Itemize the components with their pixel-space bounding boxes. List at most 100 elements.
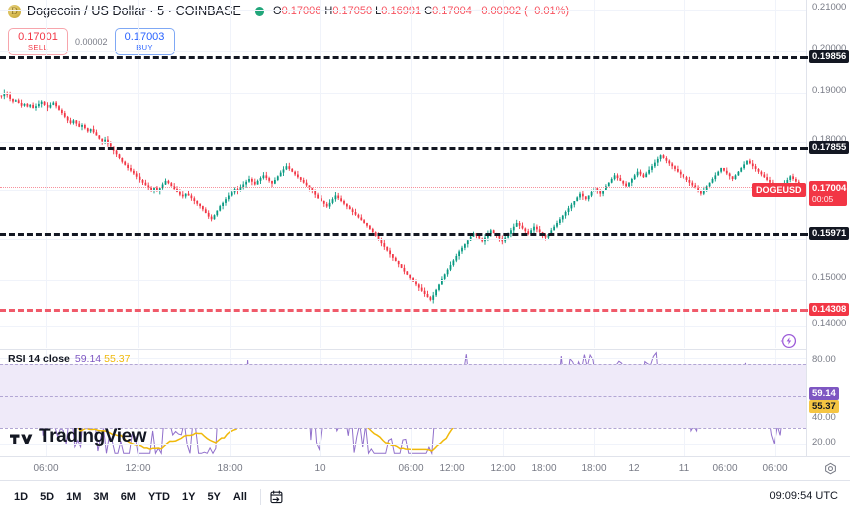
time-label-4: 06:00: [398, 463, 424, 474]
rsi-oversold-line: [0, 428, 806, 429]
tradingview-logo-icon: [10, 434, 33, 444]
rsi-hgrid-0: [0, 358, 806, 359]
hgrid-1: [0, 51, 806, 52]
horizontal-line-178[interactable]: [0, 147, 806, 150]
hgrid-6: [0, 280, 806, 281]
spread-value: 0.00002: [75, 36, 108, 47]
rsi-middle-line: [0, 396, 806, 397]
ohlc-high-value: 0.17050: [332, 5, 373, 17]
buy-button[interactable]: 0.17003 BUY: [114, 28, 175, 55]
price-tick-0: 0.21000: [812, 2, 847, 13]
time-label-11: 12: [628, 463, 640, 474]
market-open-dot-icon: [255, 6, 264, 16]
timeframe-3m[interactable]: 3M: [93, 491, 109, 503]
rsi-pane[interactable]: [0, 350, 806, 456]
price-tick-2: 0.19000: [812, 85, 847, 96]
toolbar-divider: [259, 489, 261, 505]
sell-price: 0.17001: [18, 30, 58, 43]
time-label-3: 10: [314, 463, 326, 474]
horizontal-line-143[interactable]: [0, 309, 806, 312]
rsi-ma-legend-value: 55.37: [104, 353, 131, 365]
rsi-tick-80: 80.00: [812, 354, 836, 365]
tradingview-watermark-text: TradingView: [39, 426, 147, 447]
sell-label: SELL: [28, 42, 48, 52]
rsi-hgrid-2: [0, 444, 806, 445]
bar-countdown: 00:05: [812, 194, 834, 204]
time-label-5: 12:00: [490, 463, 516, 474]
current-price-value: 0.17004: [812, 183, 847, 194]
hgrid-7: [0, 326, 806, 327]
time-label-1: 12:00: [125, 463, 151, 474]
horizontal-line-159[interactable]: [0, 233, 806, 236]
time-label-0: 06:00: [33, 463, 59, 474]
time-label-7: 11: [678, 463, 690, 474]
ai-alert-icon[interactable]: [779, 332, 797, 350]
price-tick-1: 0.20000: [812, 43, 847, 54]
bid-ask-panel: 0.17001 SELL 0.00002 0.17003 BUY: [8, 28, 175, 55]
vgrid-6: [594, 0, 595, 348]
price-tick-4: 0.15000: [812, 272, 847, 283]
time-label-6: 18:00: [581, 463, 607, 474]
timeframe-1y[interactable]: 1Y: [181, 491, 196, 503]
hgrid-0: [0, 10, 806, 11]
sell-button[interactable]: 0.17001 SELL: [8, 28, 68, 55]
price-tag-159[interactable]: 0.15971: [809, 227, 850, 240]
vgrid-1: [138, 0, 139, 348]
ohlc-close-key: C: [424, 5, 433, 17]
vgrid-4: [411, 0, 412, 348]
tradingview-watermark: TradingView: [10, 426, 147, 448]
date-range-icon[interactable]: [268, 489, 285, 506]
timeframe-all[interactable]: All: [232, 491, 247, 503]
timeframe-5y[interactable]: 5Y: [207, 491, 221, 503]
symbol-title[interactable]: Dogecoin / US Dollar · 5 · COINBASE: [27, 4, 241, 18]
hgrid-5: [0, 239, 806, 240]
ohlc-high-key: H: [324, 5, 333, 17]
current-price-tag[interactable]: 0.17004 00:05: [809, 181, 847, 206]
price-tag-178[interactable]: 0.17855: [809, 141, 850, 154]
pane-divider[interactable]: [0, 349, 806, 350]
price-tag-198[interactable]: 0.19856: [809, 50, 850, 63]
timeframe-5d[interactable]: 5D: [40, 491, 55, 503]
ohlc-change: −0.00002: [474, 5, 522, 17]
ohlc-open-value: 0.17006: [281, 5, 322, 17]
clock-label: 09:09:54 UTC: [769, 490, 838, 502]
hgrid-3: [0, 142, 806, 143]
vgrid-5: [503, 0, 504, 348]
rsi-tick-20: 20.00: [812, 437, 836, 448]
vgrid-3: [320, 0, 321, 348]
timeframe-ytd[interactable]: YTD: [147, 491, 170, 503]
ohlc-open-key: O: [273, 5, 282, 17]
timeframe-1d[interactable]: 1D: [14, 491, 29, 503]
price-tag-143[interactable]: 0.14308: [809, 303, 850, 316]
go-to-realtime-icon[interactable]: [823, 462, 838, 477]
rsi-legend[interactable]: RSI 14 close 59.14 55.37: [8, 353, 130, 365]
rsi-tick-40: 40.00: [812, 412, 836, 423]
axis-dash-143: [801, 309, 808, 312]
price-tick-5: 0.14000: [812, 318, 847, 329]
vgrid-7: [684, 0, 685, 348]
timeframe-6m[interactable]: 6M: [120, 491, 136, 503]
rsi-ma-value-tag[interactable]: 55.37: [809, 400, 839, 413]
symbol-price-flag: DOGEUSD: [752, 183, 806, 197]
vgrid-0: [46, 0, 47, 348]
horizontal-line-198[interactable]: [0, 56, 806, 59]
time-label-8: 06:00: [762, 463, 788, 474]
rsi-value-tag[interactable]: 59.14: [809, 387, 839, 400]
bottom-toolbar: 1D 5D 1M 3M 6M YTD 1Y 5Y All 09:09:54 UTC: [0, 480, 850, 512]
price-pane[interactable]: DOGEUSD: [0, 0, 806, 348]
ohlc-close-value: 0.17004: [432, 5, 472, 17]
time-label-9: 12:00: [439, 463, 465, 474]
vgrid-2: [230, 0, 231, 348]
rsi-legend-value: 59.14: [74, 353, 102, 365]
price-axis[interactable]: 0.21000 0.20000 0.19000 0.18000 0.15000 …: [801, 0, 850, 456]
axis-dash-198: [801, 56, 808, 59]
candlestick-series: [0, 89, 806, 304]
time-axis[interactable]: 06:00 12:00 18:00 10 06:00 12:00 18:00 11 06:00 1…: [0, 456, 850, 481]
axis-dash-159: [801, 233, 808, 236]
ohlc-change-percent: (−0.01%): [524, 5, 570, 17]
timeframe-1m[interactable]: 1M: [66, 491, 82, 503]
buy-price: 0.17003: [124, 30, 165, 43]
hgrid-4: [0, 190, 806, 191]
axis-dash-178: [801, 147, 808, 150]
